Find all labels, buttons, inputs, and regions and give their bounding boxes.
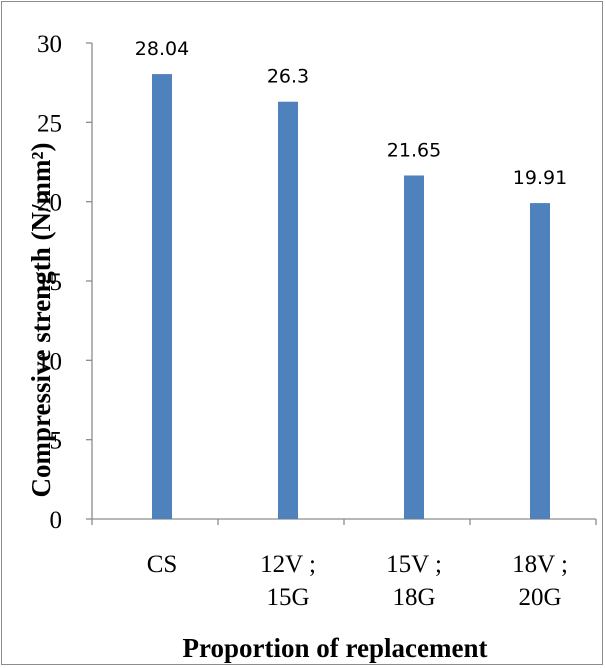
x-tick-label: CS (147, 551, 178, 578)
y-axis: 0 5 10 15 20 25 30 (37, 31, 93, 534)
bars (152, 74, 550, 519)
y-tick-label: 15 (37, 269, 62, 296)
x-tick-label: 18V ; 20G (512, 551, 568, 611)
y-tick-label: 20 (37, 190, 62, 217)
y-tick-label: 5 (50, 428, 63, 455)
bar (404, 175, 424, 519)
y-axis-title: Compressive strength (N/mm²) (26, 142, 56, 497)
x-tick-label: 15V ; 18G (386, 551, 442, 611)
y-tick-label: 10 (37, 348, 62, 375)
data-label: 26.3 (267, 66, 309, 88)
y-tick-label: 25 (37, 110, 62, 137)
bar (278, 101, 298, 519)
x-axis-title: Proportion of replacement (183, 633, 488, 663)
data-label: 28.04 (135, 38, 189, 60)
y-tick-label: 30 (37, 31, 62, 58)
data-label: 19.91 (513, 167, 567, 189)
data-labels: 28.04 26.3 21.65 19.91 (135, 38, 567, 189)
bar (152, 74, 172, 519)
data-label: 21.65 (387, 139, 441, 161)
x-axis: CS 12V ; 15G 15V ; 18G 18V ; 20G (91, 518, 597, 611)
y-tick-label: 0 (50, 507, 63, 534)
bar (530, 203, 550, 519)
x-tick-label: 12V ; 15G (260, 551, 316, 611)
